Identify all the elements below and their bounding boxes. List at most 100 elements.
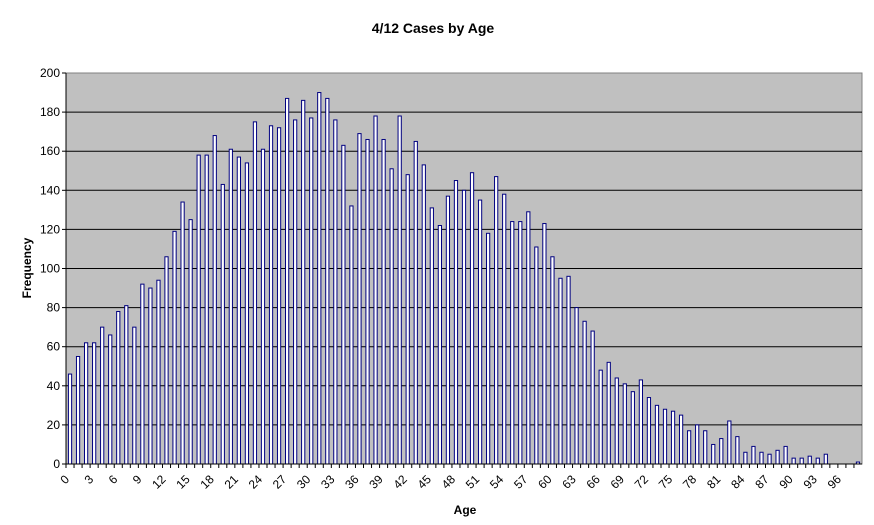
bar-age-17 (204, 154, 209, 465)
bar-age-23 (252, 121, 258, 465)
bar-age-76 (678, 414, 684, 465)
bar-age-32 (325, 97, 330, 465)
bar-age-54 (502, 193, 507, 465)
y-axis-ticks: 0 20 40 60 80 100 120 140 160 180 200 (40, 66, 66, 471)
x-axis-ticks: 0 3 6 9 12 15 18 21 24 27 30 33 36 39 42 45 48 51 54 57 60 63… (58, 464, 855, 492)
x-tick-label: 87 (752, 472, 772, 492)
bar-age-39 (381, 138, 386, 465)
bar-age-25 (268, 125, 274, 465)
bar-age-2 (83, 342, 89, 465)
bar-age-89 (783, 445, 788, 465)
bar-age-42 (405, 174, 410, 465)
y-tick-label: 200 (40, 66, 60, 80)
bar-age-10 (148, 287, 153, 465)
y-tick-label: 80 (47, 301, 61, 315)
bar-age-28 (293, 119, 298, 465)
bar-age-43 (413, 140, 418, 465)
bar-age-55 (510, 221, 515, 465)
bar-age-83 (735, 436, 740, 465)
bar-age-50 (469, 172, 475, 465)
bar-age-30 (309, 117, 314, 465)
bar-age-21 (236, 156, 241, 465)
y-tick-label: 0 (53, 457, 60, 471)
bar-age-93 (815, 457, 820, 465)
bar-age-20 (228, 148, 233, 465)
bar-age-66 (598, 369, 603, 465)
bar-age-31 (317, 92, 322, 465)
bar-age-88 (775, 449, 780, 465)
x-tick-label: 21 (222, 472, 242, 492)
bar-age-94 (823, 453, 828, 465)
x-tick-label: 3 (82, 472, 97, 487)
bar-age-53 (494, 176, 499, 465)
bar-age-7 (124, 305, 129, 465)
bar-age-56 (518, 221, 523, 465)
x-tick-label: 93 (801, 472, 821, 492)
bar-age-3 (92, 342, 97, 465)
x-tick-label: 0 (58, 472, 73, 487)
bar-age-19 (220, 183, 225, 465)
x-tick-label: 51 (463, 472, 483, 492)
x-tick-label: 12 (149, 472, 169, 492)
bar-age-6 (116, 311, 121, 465)
bar-age-0 (67, 373, 73, 465)
x-tick-label: 18 (198, 472, 218, 492)
x-tick-label: 24 (246, 472, 266, 492)
x-tick-label: 45 (415, 472, 435, 492)
y-tick-label: 60 (47, 340, 61, 354)
bar-age-68 (614, 377, 619, 465)
bar-age-40 (389, 168, 394, 465)
bar-age-29 (301, 99, 306, 465)
bar-age-60 (550, 256, 555, 465)
bar-age-34 (341, 144, 346, 465)
bar-age-87 (767, 453, 772, 465)
bar-age-8 (132, 326, 137, 465)
bar-age-59 (542, 223, 547, 465)
bar-age-22 (244, 162, 250, 465)
bar-age-65 (590, 330, 595, 465)
x-tick-label: 78 (680, 472, 700, 492)
bar-age-12 (164, 256, 169, 465)
x-tick-label: 9 (130, 472, 145, 487)
x-tick-label: 33 (318, 472, 338, 492)
bar-age-4 (100, 326, 105, 465)
y-tick-label: 160 (40, 144, 60, 158)
bar-age-35 (349, 205, 354, 465)
bar-age-47 (445, 195, 451, 465)
bar-age-92 (807, 455, 812, 465)
bar-age-51 (477, 199, 483, 465)
bar-age-69 (622, 383, 627, 465)
x-tick-label: 66 (583, 472, 603, 492)
bar-age-63 (574, 307, 579, 465)
bar-age-70 (630, 391, 635, 465)
bar-age-57 (526, 211, 531, 465)
bar-age-16 (196, 154, 201, 465)
bar-age-18 (212, 135, 217, 465)
bar-age-9 (140, 283, 145, 465)
bar-age-27 (285, 97, 290, 465)
bar-age-44 (421, 164, 426, 465)
x-tick-label: 72 (632, 472, 652, 492)
chart-title: 4/12 Cases by Age (372, 20, 495, 36)
x-tick-label: 48 (439, 472, 459, 492)
x-tick-label: 15 (173, 472, 193, 492)
x-tick-label: 6 (106, 472, 121, 487)
x-tick-label: 90 (776, 472, 796, 492)
bar-age-11 (156, 279, 161, 465)
bar-age-33 (333, 119, 338, 465)
y-tick-label: 100 (40, 262, 60, 276)
bar-age-49 (461, 189, 467, 465)
bar-age-74 (662, 408, 668, 465)
bar-age-85 (751, 445, 756, 465)
bar-age-73 (654, 404, 660, 465)
bar-age-80 (711, 443, 716, 465)
x-tick-label: 63 (559, 472, 579, 492)
bar-age-79 (703, 430, 708, 465)
bar-age-71 (638, 379, 643, 465)
x-tick-label: 42 (390, 472, 410, 492)
x-tick-label: 75 (656, 472, 676, 492)
bar-age-1 (75, 355, 81, 465)
x-tick-label: 36 (342, 472, 362, 492)
bar-age-52 (486, 232, 491, 465)
bar-age-84 (743, 451, 748, 465)
